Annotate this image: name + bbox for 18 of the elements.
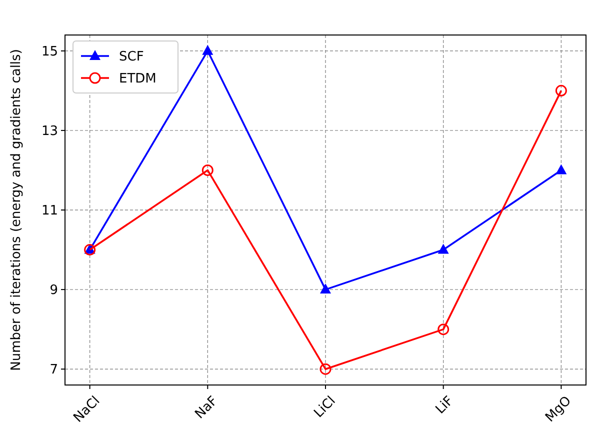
point [438,244,449,254]
y-tick-label: 9 [50,283,58,298]
legend-label: SCF [119,50,144,65]
y-tick-label: 15 [41,44,58,60]
x-tick-label: LiCl [312,394,339,421]
point [438,324,450,336]
point [320,363,332,375]
y-axis-title: Number of iterations (energy and gradients calls) [9,49,24,371]
y-tick-label: 11 [41,204,58,219]
point [202,164,214,176]
legend-label: ETDM [119,72,156,87]
y-tick-label: 13 [41,124,58,140]
y-tick-label: 7 [50,362,58,378]
point [556,164,567,174]
point [202,44,214,55]
x-tick-label: LiF [433,394,457,418]
point [555,84,567,96]
point [320,284,331,294]
